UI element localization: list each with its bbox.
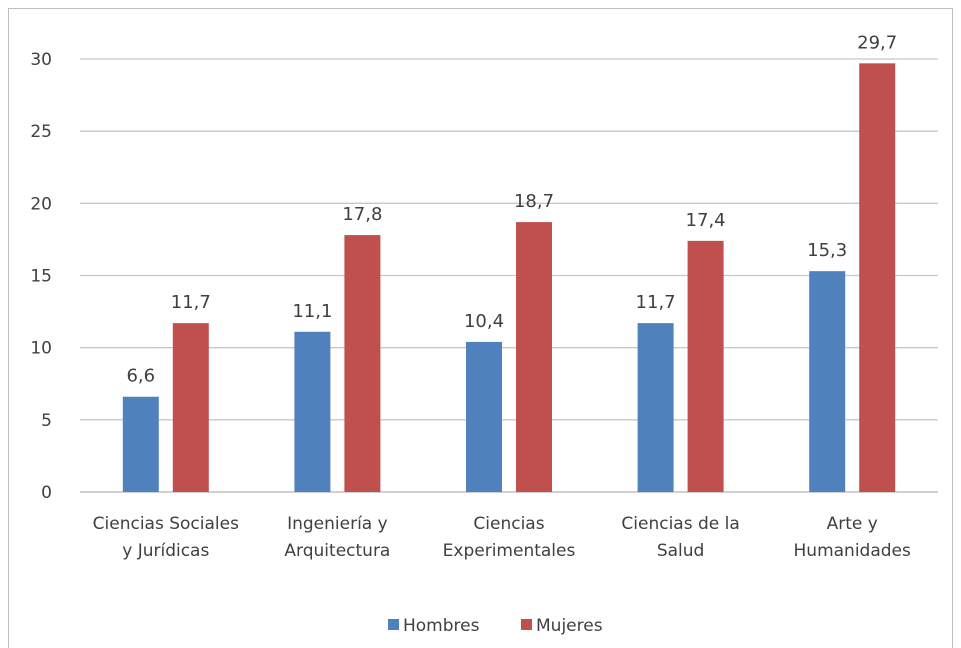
legend-label: Mujeres [536,616,603,636]
data-labels: 6,6 11,7 11,1 17,8 10,4 18,7 11,7 17,4 15,3 29,7 [126,32,897,386]
bar-mujeres [344,235,381,492]
data-label: 15,3 [807,240,847,261]
bars [122,63,896,493]
legend: Hombres Mujeres [388,616,603,636]
x-tick-label: Arte y [827,514,878,534]
bar-hombres [294,331,331,492]
gridlines [80,58,938,493]
data-label: 6,6 [126,366,155,387]
bar-hombres [466,341,502,492]
y-tick-label: 20 [30,194,52,214]
y-tick-label: 5 [41,411,52,431]
data-label: 17,8 [342,204,382,225]
data-label: 10,4 [464,311,504,332]
legend-label: Hombres [403,616,480,636]
bar-hombres [122,396,159,492]
data-label: 11,7 [171,292,211,313]
y-axis: 0 5 10 15 20 25 30 [30,50,52,503]
x-tick-label: Humanidades [794,541,911,561]
x-tick-label: Arquitectura [284,541,390,561]
x-tick-label: Ciencias de la [621,514,739,534]
data-label: 17,4 [686,210,726,231]
x-tick-label: Experimentales [443,541,576,561]
legend-swatch-hombres [388,619,399,630]
bar-hombres [637,323,674,492]
x-tick-label: y Jurídicas [122,541,209,561]
x-tick-label: Salud [657,541,705,561]
bar-mujeres [516,222,552,492]
bar-mujeres [172,323,209,492]
x-axis: Ciencias Sociales y Jurídicas Ingeniería y… [93,514,911,561]
y-tick-label: 0 [41,483,52,503]
bar-mujeres [859,63,896,493]
x-tick-label: Ingeniería y [287,514,388,534]
y-tick-label: 25 [30,122,52,142]
y-tick-label: 10 [30,339,52,359]
x-tick-label: Ciencias [473,514,544,534]
data-label: 18,7 [514,191,554,212]
x-tick-label: Ciencias Sociales [93,514,239,534]
y-tick-label: 15 [30,267,52,287]
bar-mujeres [687,240,724,492]
y-tick-label: 30 [30,50,52,70]
data-label: 11,7 [636,292,676,313]
data-label: 29,7 [857,32,897,53]
legend-swatch-mujeres [521,619,532,630]
chart-frame [8,8,953,648]
data-label: 11,1 [292,301,332,322]
bar-hombres [809,271,846,492]
